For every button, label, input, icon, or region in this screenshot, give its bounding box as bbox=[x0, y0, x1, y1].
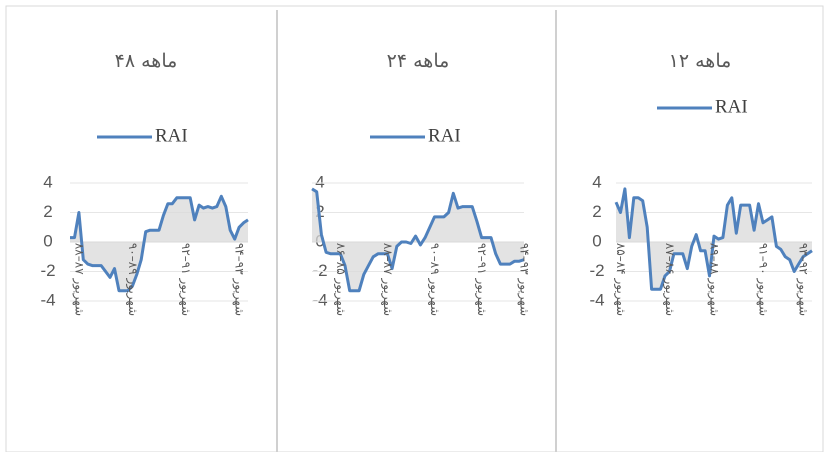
x-tick-group: شهریور ۸۵–۸۶ bbox=[333, 243, 348, 316]
x-tick-label: شهریور ۹۳–۹۴ bbox=[232, 243, 247, 316]
x-tick-label: شهریور ۸۹–۹۰ bbox=[125, 243, 140, 316]
x-tick-group: شهریور ۸۹–۹۰ bbox=[125, 243, 140, 316]
frame bbox=[5, 5, 824, 452]
x-tick-group: شهریور ۸۶–۸۷ bbox=[662, 243, 677, 316]
chart-title: ۲۴ ماهه bbox=[387, 50, 450, 72]
x-tick-label: شهریور ۸۸–۸۹ bbox=[707, 243, 722, 316]
line bbox=[614, 187, 813, 291]
x-tick-group: شهریور ۸۷–۸۸ bbox=[71, 243, 86, 316]
x-tick-group: شهریور ۸۷–۸۸ bbox=[380, 243, 395, 316]
y-tick-label: -2 bbox=[40, 261, 55, 280]
y-tick-label: -4 bbox=[40, 290, 55, 309]
x-tick-label: شهریور ۹۱–۹۲ bbox=[178, 243, 193, 316]
x-tick-label: شهریور ۹۲–۹۳ bbox=[796, 243, 811, 316]
y-tick-label: 4 bbox=[43, 172, 52, 191]
x-tick-label: شهریور ۸۴–۸۵ bbox=[613, 243, 628, 316]
x-tick-label: شهریور ۸۵–۸۶ bbox=[333, 243, 348, 316]
chart-title: ۴۸ ماهه bbox=[115, 50, 178, 72]
x-tick-group: شهریور ۹۳–۹۴ bbox=[232, 243, 247, 316]
x-tick-label: شهریور ۹۰–۹۱ bbox=[756, 243, 771, 316]
area bbox=[70, 196, 248, 291]
y-tick-label: -4 bbox=[589, 290, 604, 309]
y-tick-label: 4 bbox=[315, 172, 324, 191]
x-tick-label: شهریور ۹۳–۹۴ bbox=[517, 243, 532, 316]
x-tick-label: شهریور ۸۹–۹۰ bbox=[427, 243, 442, 316]
x-tick-group: شهریور ۹۳–۹۴ bbox=[517, 243, 532, 316]
y-tick-label: 4 bbox=[592, 172, 601, 191]
chart-title: ۱۲ ماهه bbox=[669, 50, 732, 72]
x-tick-label: شهریور ۸۷–۸۸ bbox=[380, 243, 395, 316]
x-tick-group: شهریور ۸۸–۸۹ bbox=[707, 243, 722, 316]
x-tick-group: شهریور ۹۰–۹۱ bbox=[756, 243, 771, 316]
x-tick-group: شهریور ۹۱–۹۲ bbox=[178, 243, 193, 316]
legend-label: RAI bbox=[155, 125, 188, 146]
line bbox=[70, 194, 249, 293]
y-tick-label: -2 bbox=[312, 261, 327, 280]
x-tick-group: شهریور ۸۴–۸۵ bbox=[613, 243, 628, 316]
x-tick-label: شهریور ۹۱–۹۲ bbox=[474, 243, 489, 316]
x-tick-group: شهریور ۹۱–۹۲ bbox=[474, 243, 489, 316]
legend-label: RAI bbox=[715, 96, 748, 117]
x-tick-label: شهریور ۸۷–۸۸ bbox=[71, 243, 86, 316]
y-tick-label: -2 bbox=[589, 261, 604, 280]
y-tick-label: 0 bbox=[592, 231, 601, 250]
area bbox=[312, 188, 524, 291]
y-tick-label: -4 bbox=[312, 290, 327, 309]
x-tick-group: شهریور ۹۲–۹۳ bbox=[796, 243, 811, 316]
line bbox=[311, 187, 525, 293]
y-tick-label: 2 bbox=[592, 202, 601, 221]
x-tick-label: شهریور ۸۶–۸۷ bbox=[662, 243, 677, 316]
y-tick-label: 0 bbox=[43, 231, 52, 250]
y-tick-label: 2 bbox=[43, 202, 52, 221]
legend-label: RAI bbox=[428, 125, 461, 146]
x-tick-group: شهریور ۸۹–۹۰ bbox=[427, 243, 442, 316]
